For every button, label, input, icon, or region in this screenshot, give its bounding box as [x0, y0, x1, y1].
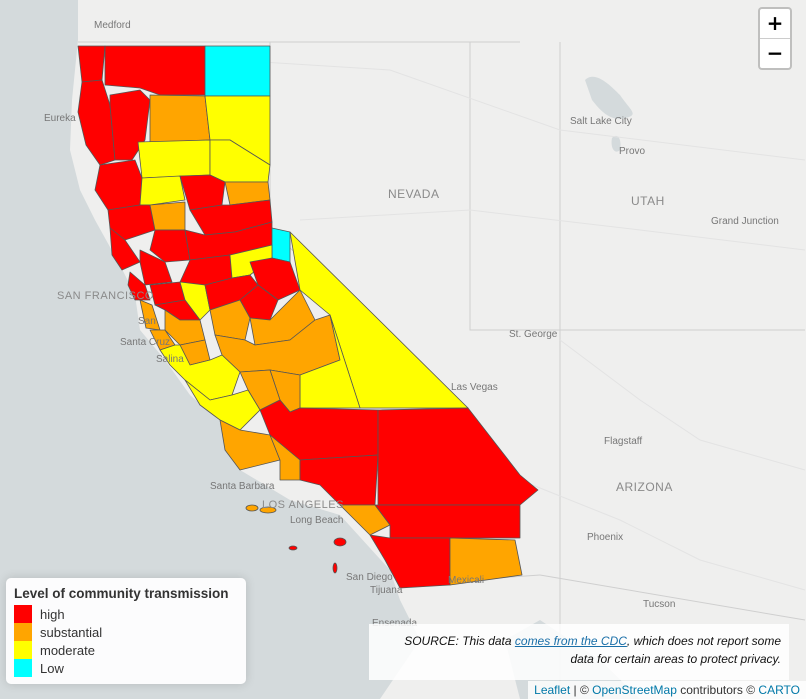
- source-prefix: SOURCE: This data: [404, 634, 515, 648]
- county-san-joaquin: [179, 281, 211, 321]
- great-salt-lake: [585, 76, 633, 119]
- label-santa-cruz: Santa Cruz: [120, 337, 171, 348]
- label-ensenada: Ensenada: [372, 618, 417, 629]
- county-san-bernardino: [377, 407, 539, 506]
- legend-item-moderate: moderate: [14, 641, 238, 659]
- county-colusa: [149, 201, 186, 231]
- legend-item-low: Low: [14, 659, 238, 677]
- legend-swatch-moderate: [14, 641, 32, 659]
- county-tehama: [137, 139, 211, 179]
- label-san-diego: San Diego: [346, 572, 393, 583]
- county-modoc: [204, 45, 271, 97]
- county-riverside: [374, 504, 521, 539]
- label-tucson: Tucson: [643, 599, 676, 610]
- legend: Level of community transmission high sub…: [6, 578, 246, 684]
- legend-item-substantial: substantial: [14, 623, 238, 641]
- label-eureka: Eureka: [44, 113, 76, 124]
- island-santa-cruz: [259, 506, 277, 514]
- island-catalina: [333, 537, 347, 547]
- legend-title: Level of community transmission: [14, 586, 229, 601]
- label-st-george: St. George: [509, 329, 558, 340]
- label-salt-lake-city: Salt Lake City: [570, 116, 632, 127]
- source-suffix: , which does not report some: [626, 634, 781, 648]
- utah-lake: [611, 135, 621, 152]
- county-marin: [127, 271, 151, 301]
- attribution-contributors: contributors ©: [676, 683, 759, 697]
- source-line2: data for certain areas to protect privac…: [570, 652, 781, 666]
- label-grand-junction: Grand Junction: [711, 216, 779, 227]
- island-san-nicolas: [288, 545, 298, 551]
- county-los-angeles: [299, 454, 379, 506]
- county-mendocino: [94, 159, 143, 211]
- attribution: Leaflet | © OpenStreetMap contributors ©…: [528, 681, 806, 699]
- label-provo: Provo: [619, 146, 646, 157]
- county-del-norte: [77, 45, 106, 83]
- county-napa-solano: [139, 249, 173, 286]
- zoom-control: + −: [758, 7, 792, 70]
- label-long-beach: Long Beach: [290, 515, 344, 526]
- county-alpine: [271, 227, 291, 263]
- label-san-francisco: SAN FRANCISCO: [57, 290, 154, 302]
- zoom-in-button[interactable]: +: [766, 11, 784, 35]
- osm-link[interactable]: OpenStreetMap: [592, 683, 677, 697]
- zoom-out-button[interactable]: −: [760, 38, 790, 68]
- county-imperial: [449, 537, 523, 586]
- legend-swatch-high: [14, 605, 32, 623]
- legend-label-substantial: substantial: [40, 624, 103, 640]
- label-salinas: Salina: [156, 354, 184, 365]
- legend-swatch-low: [14, 659, 32, 677]
- label-mexicali: Mexicali: [448, 575, 485, 586]
- pacific-ocean: [0, 0, 420, 699]
- carto-link[interactable]: CARTO: [758, 683, 800, 697]
- county-orange: [339, 504, 391, 536]
- island-san-clemente: [332, 562, 338, 574]
- county-merced: [209, 299, 251, 341]
- island-santa-rosa: [245, 504, 259, 512]
- county-ventura: [269, 434, 301, 481]
- label-san: San: [138, 316, 156, 327]
- label-tijuana: Tijuana: [370, 585, 403, 596]
- county-glenn-butte: [139, 175, 186, 206]
- label-santa-barbara: Santa Barbara: [210, 481, 275, 492]
- legend-label-moderate: moderate: [40, 642, 95, 658]
- legend-swatch-substantial: [14, 623, 32, 641]
- legend-item-high: high: [14, 605, 238, 623]
- legend-label-low: Low: [40, 660, 64, 676]
- source-note: SOURCE: This data comes from the CDC, wh…: [369, 624, 789, 680]
- cdc-source-link[interactable]: comes from the CDC: [514, 634, 627, 648]
- legend-label-high: high: [40, 606, 65, 622]
- leaflet-link[interactable]: Leaflet: [534, 683, 571, 697]
- label-nevada: NEVADA: [388, 187, 440, 201]
- county-sonoma: [109, 227, 141, 271]
- county-humboldt: [77, 79, 116, 166]
- county-monterey: [159, 344, 241, 401]
- label-phoenix: Phoenix: [587, 532, 624, 543]
- label-los-angeles: LOS ANGELES: [262, 499, 344, 511]
- label-medford: Medford: [94, 20, 131, 31]
- attribution-sep: | ©: [570, 683, 593, 697]
- label-utah: UTAH: [631, 194, 665, 208]
- label-las-vegas: Las Vegas: [451, 382, 498, 393]
- california-counties: [77, 45, 539, 589]
- label-arizona: ARIZONA: [616, 480, 673, 494]
- county-yolo: [149, 229, 191, 263]
- county-siskiyou: [104, 45, 206, 96]
- label-flagstaff: Flagstaff: [604, 436, 643, 447]
- county-butte: [179, 174, 226, 211]
- county-shasta: [149, 94, 211, 143]
